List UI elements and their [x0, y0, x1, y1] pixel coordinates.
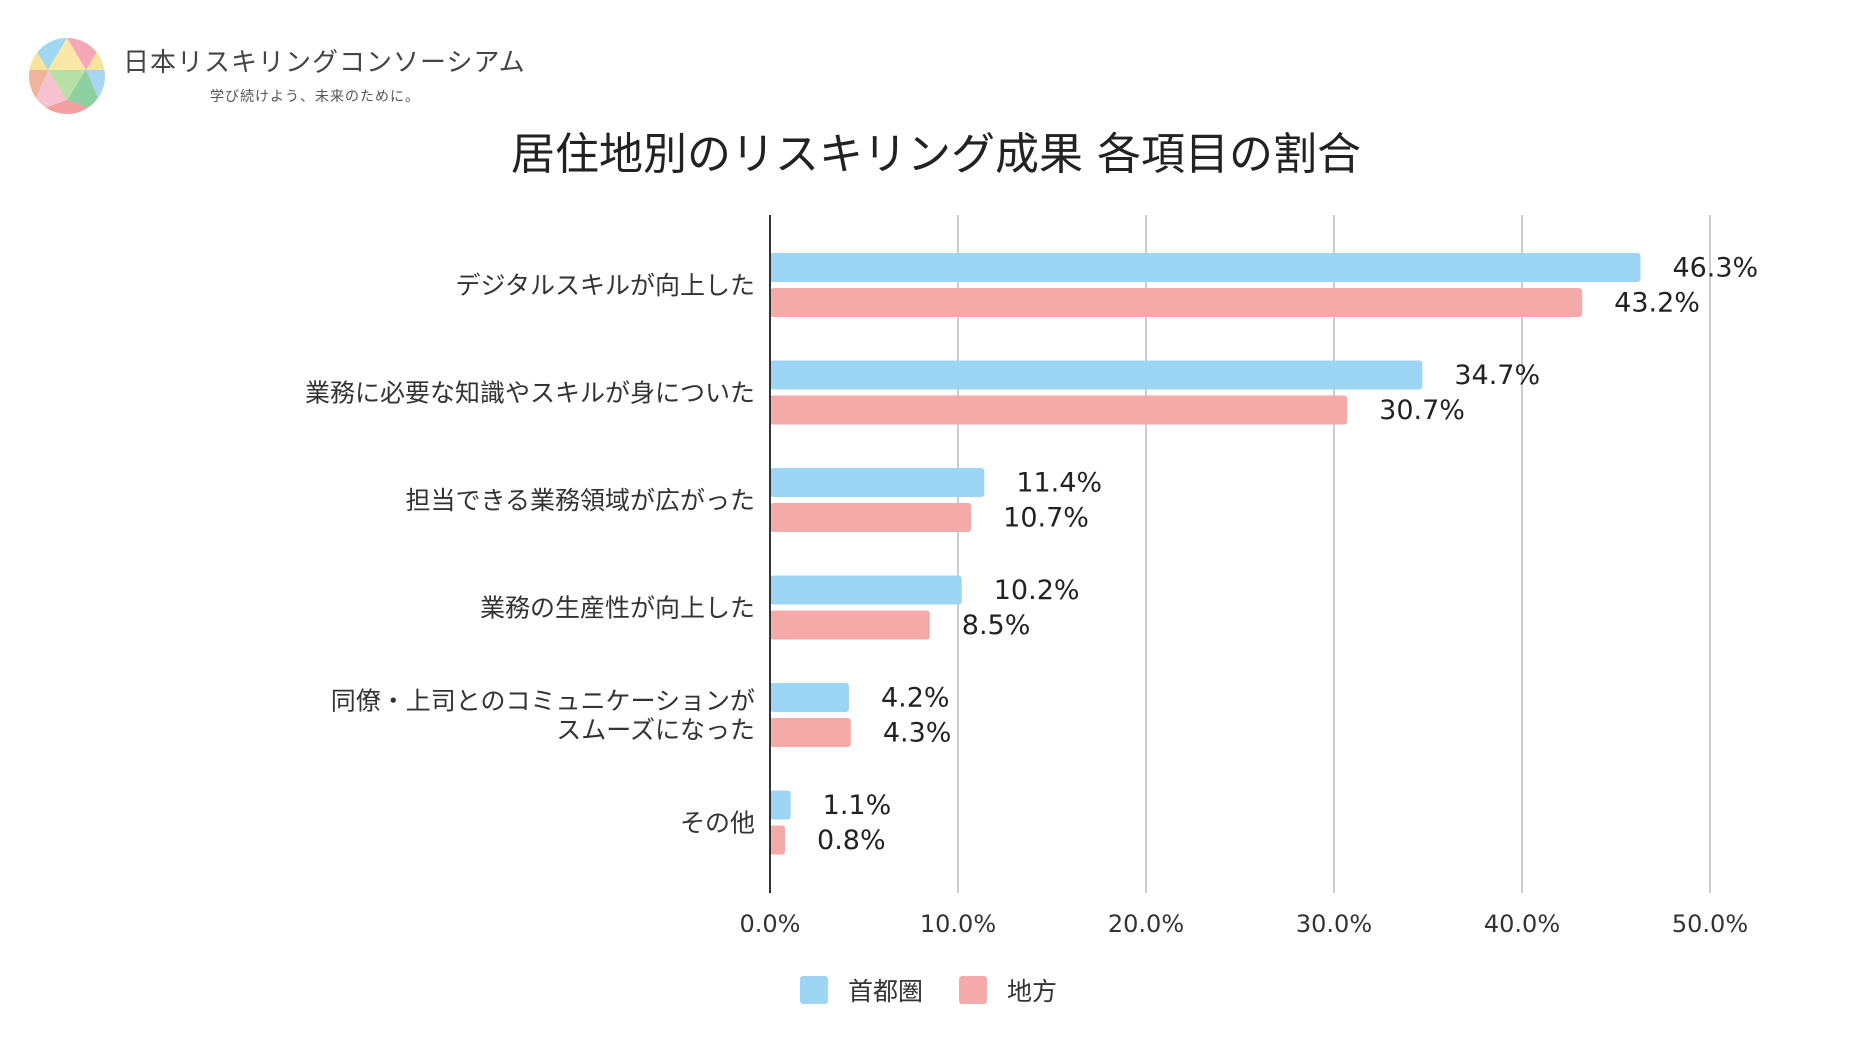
data-label: 10.7% — [1003, 503, 1089, 534]
bar-series1 — [770, 683, 849, 712]
brand-tagline: 学び続けよう、未来のために。 — [210, 89, 420, 105]
data-label: 43.2% — [1614, 288, 1700, 319]
x-tick-label: 40.0% — [1484, 910, 1560, 938]
category-label: 業務の生産性が向上した — [480, 594, 755, 623]
bar-series2 — [770, 825, 786, 855]
bar-series1 — [770, 575, 962, 605]
data-label: 0.8% — [817, 825, 886, 856]
legend-item-series2: 地方 — [959, 972, 1057, 1008]
legend-label: 首都圏 — [848, 977, 924, 1006]
category-label: 担当できる業務領域が広がった — [405, 486, 755, 515]
x-tick-label: 30.0% — [1296, 910, 1372, 938]
data-label: 46.3% — [1672, 253, 1758, 284]
legend-item-series1: 首都圏 — [800, 972, 923, 1008]
bar-series2 — [770, 718, 851, 747]
data-label: 1.1% — [823, 790, 892, 821]
data-label: 11.4% — [1016, 468, 1102, 499]
data-label: 4.2% — [881, 683, 950, 714]
bar-chart: 0.0% 10.0% 20.0% 30.0% 40.0% 50.0% デジタルスキルが向上し… — [305, 215, 1758, 938]
logo — [29, 38, 105, 114]
chart-title: 居住地別のリスキリング成果 各項目の割合 — [511, 129, 1361, 180]
category-label: デジタルスキルが向上した — [455, 271, 755, 300]
bar-series1 — [770, 360, 1423, 390]
category-label: 業務に必要な知識やスキルが身についた — [305, 379, 755, 408]
bar-series1 — [770, 253, 1641, 282]
x-tick-label: 0.0% — [740, 910, 801, 938]
legend-label: 地方 — [1007, 977, 1058, 1006]
bar-series1 — [770, 468, 985, 497]
bar-series2 — [770, 395, 1348, 425]
category-label: 同僚・上司とのコミュニケーションが — [331, 687, 755, 716]
legend: 首都圏 地方 — [800, 972, 1093, 1008]
data-label: 30.7% — [1379, 395, 1465, 426]
data-label: 4.3% — [883, 718, 952, 749]
legend-swatch — [959, 976, 988, 1004]
bar-series2 — [770, 288, 1583, 317]
category-label: その他 — [680, 809, 755, 838]
legend-swatch — [800, 976, 828, 1004]
data-label: 34.7% — [1454, 360, 1540, 391]
bar-series1 — [770, 790, 791, 820]
category-label: スムーズになった — [556, 716, 755, 745]
x-tick-label: 20.0% — [1108, 910, 1184, 938]
brand-name: 日本リスキリングコンソーシアム — [123, 48, 526, 78]
x-tick-label: 50.0% — [1672, 910, 1748, 938]
data-label: 8.5% — [962, 610, 1031, 641]
bar-series2 — [770, 610, 930, 640]
data-label: 10.2% — [994, 575, 1080, 606]
bar-series2 — [770, 503, 972, 532]
x-tick-label: 10.0% — [920, 910, 996, 938]
